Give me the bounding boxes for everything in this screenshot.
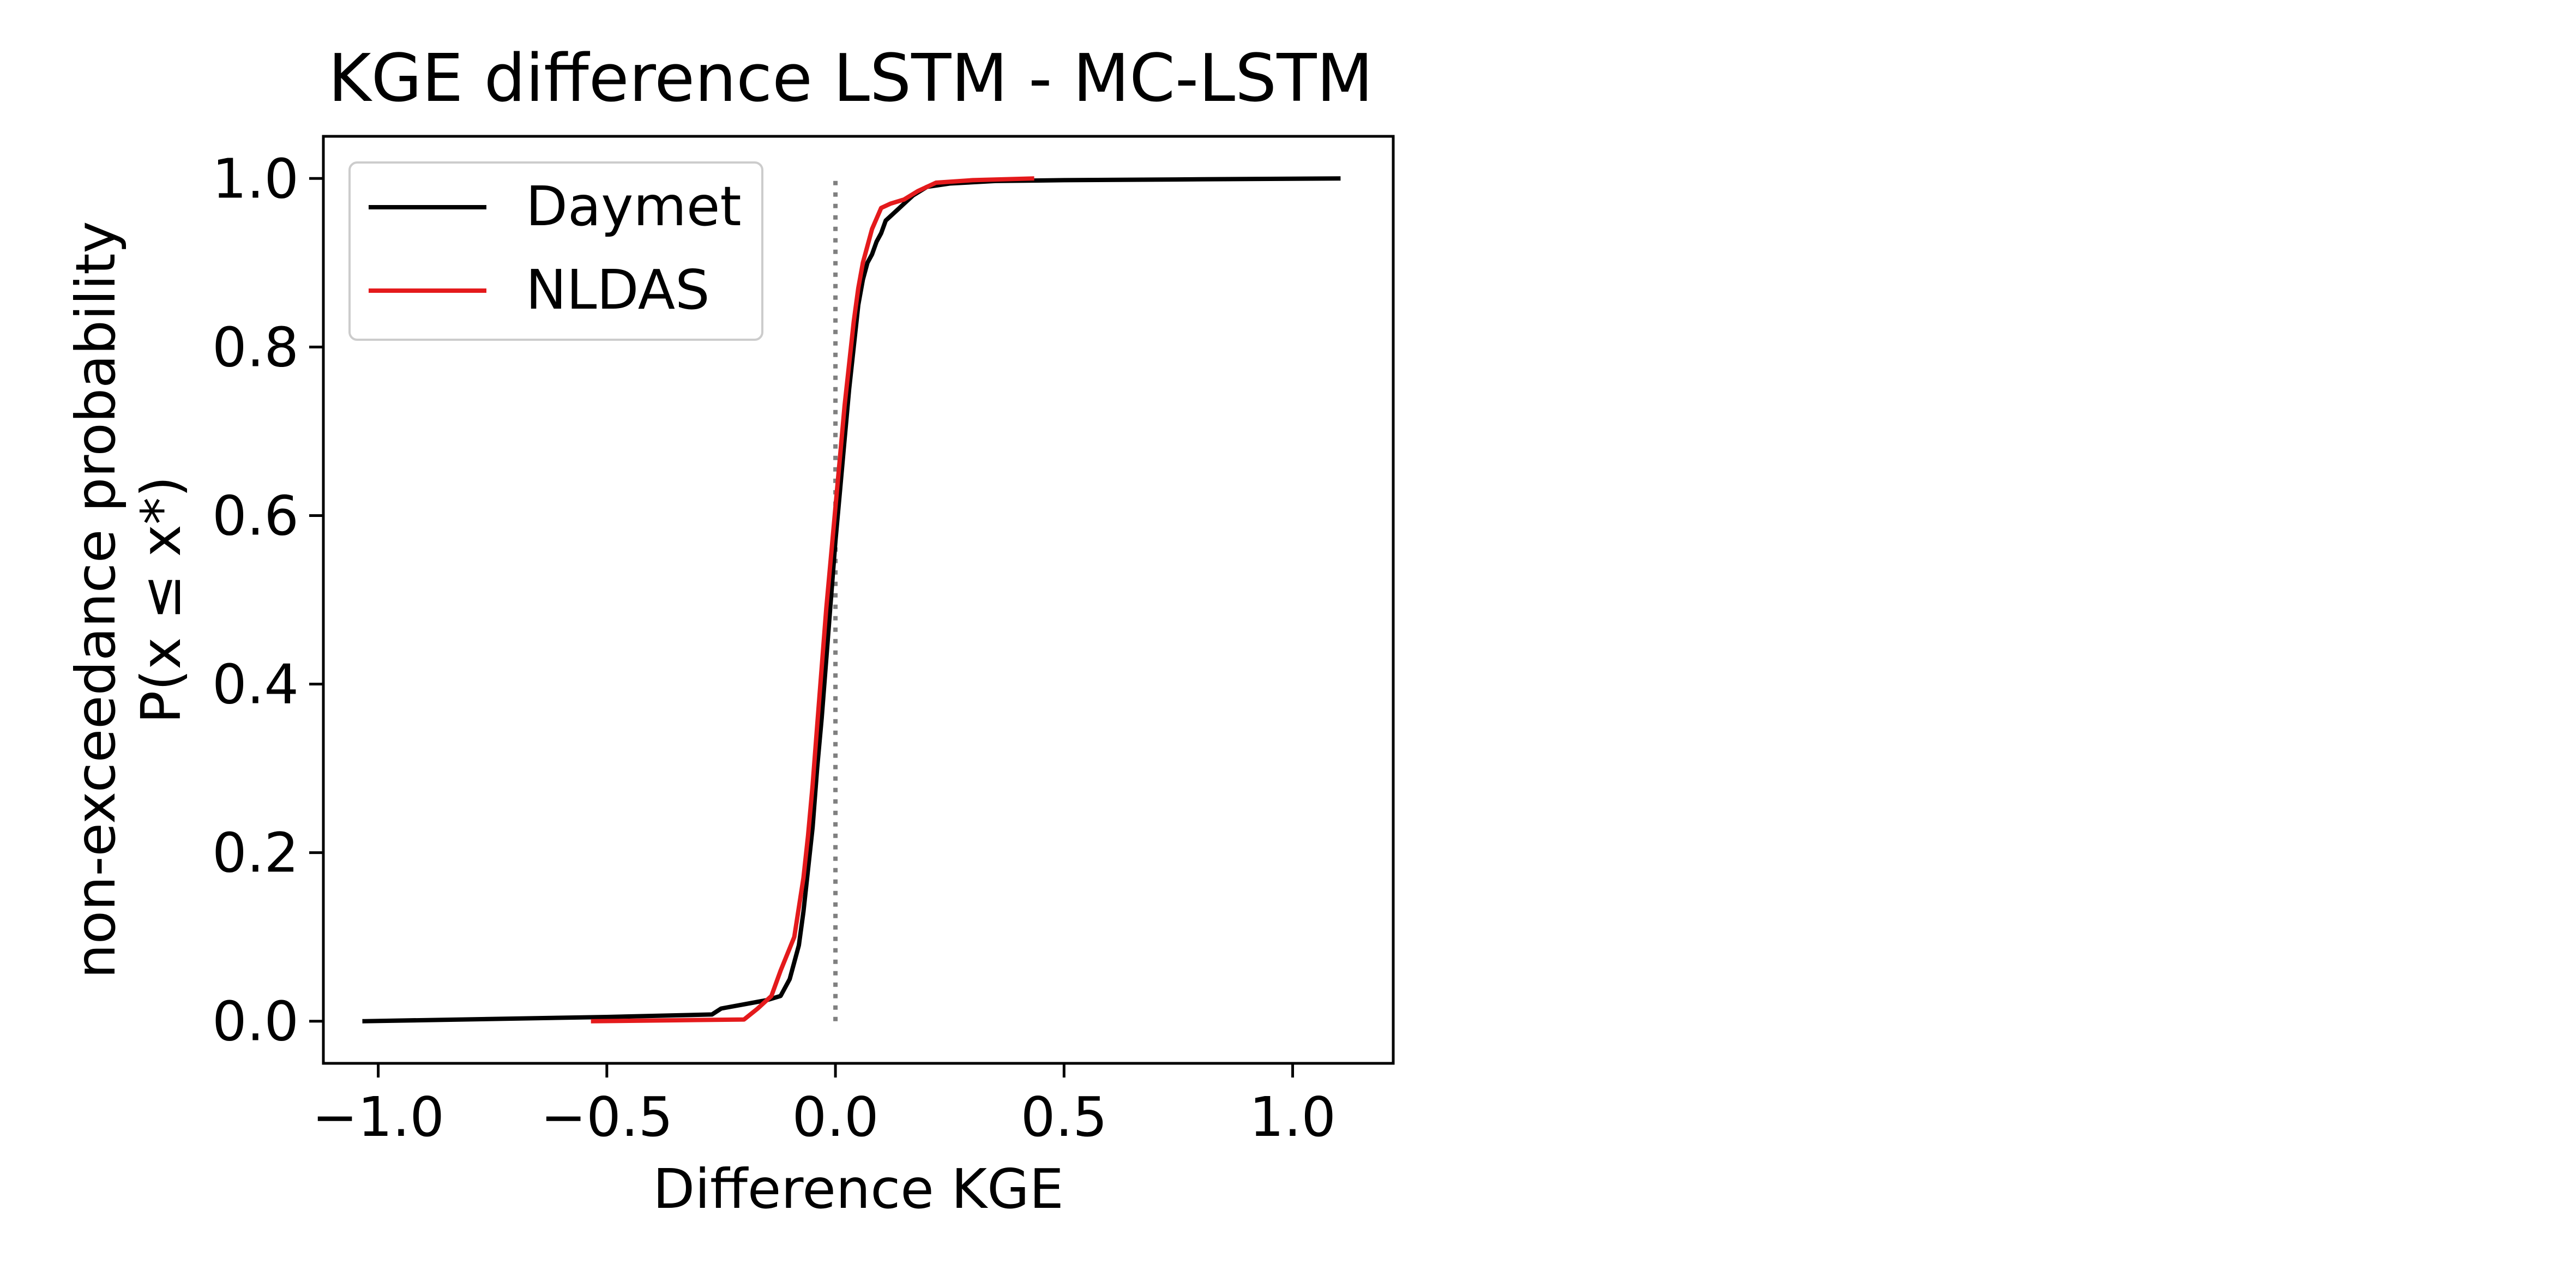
series-line-nldas — [591, 176, 1034, 1024]
legend-label-nldas: NLDAS — [526, 258, 710, 322]
y-tick-label: 0.0 — [212, 990, 299, 1054]
y-tick-label: 1.0 — [212, 147, 299, 210]
y-axis: 0.0 0.2 0.4 0.6 0.8 1.0 — [212, 147, 323, 1054]
y-tick-label: 0.4 — [212, 653, 299, 717]
y-tick-label: 0.6 — [212, 484, 299, 547]
y-tick-label: 0.2 — [212, 821, 299, 885]
x-tick-label: −1.0 — [312, 1085, 444, 1149]
legend-label-daymet: Daymet — [526, 174, 742, 238]
plot-area — [362, 176, 1341, 1024]
y-axis-label-line2: P(x ≤ x*) — [129, 476, 193, 724]
x-axis: −1.0 −0.5 0.0 0.5 1.0 — [312, 1063, 1336, 1149]
legend: Daymet NLDAS — [348, 161, 763, 341]
chart-title: KGE difference LSTM - MC-LSTM — [328, 41, 1373, 117]
x-tick-label: 0.5 — [1021, 1085, 1108, 1149]
y-axis-label-line1: non-exceedance probability — [64, 221, 128, 978]
x-tick-label: 1.0 — [1249, 1085, 1336, 1149]
x-tick-label: −0.5 — [540, 1085, 673, 1149]
x-axis-label: Difference KGE — [653, 1157, 1064, 1221]
axes-frame — [322, 135, 1395, 1065]
y-tick-label: 0.8 — [212, 315, 299, 379]
x-tick-label: 0.0 — [792, 1085, 879, 1149]
